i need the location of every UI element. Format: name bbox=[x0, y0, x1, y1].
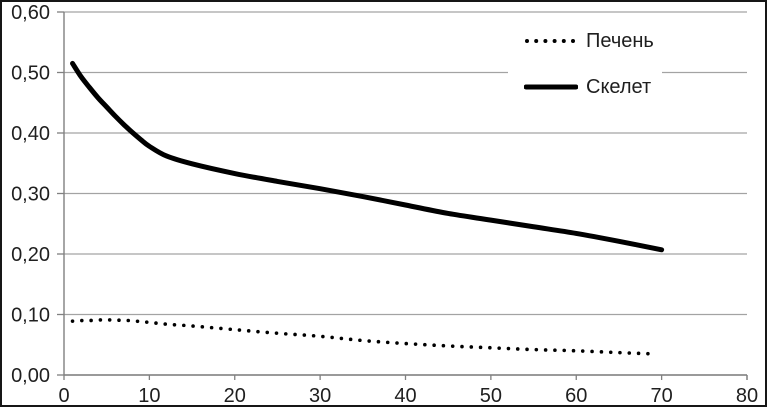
x-tick-label: 50 bbox=[480, 385, 502, 407]
legend-item-liver: Печень bbox=[508, 18, 662, 64]
legend-item-skeleton: Скелет bbox=[508, 64, 662, 110]
x-tick-label: 0 bbox=[58, 385, 69, 407]
y-tick-label: 0,10 bbox=[11, 305, 50, 327]
x-tick-label: 20 bbox=[224, 385, 246, 407]
series-line-solid bbox=[70, 60, 665, 253]
x-tick-label: 30 bbox=[309, 385, 331, 407]
x-tick-label: 80 bbox=[736, 385, 758, 407]
y-tick-label: 0,60 bbox=[11, 2, 50, 24]
legend-label-skeleton: Скелет bbox=[586, 75, 652, 98]
y-tick-label: 0,40 bbox=[11, 123, 50, 145]
legend-label-liver: Печень bbox=[586, 29, 654, 52]
y-tick-label: 0,50 bbox=[11, 63, 50, 85]
legend: Печень Скелет bbox=[508, 18, 662, 110]
x-tick-label: 70 bbox=[651, 385, 673, 407]
y-tick-label: 0,30 bbox=[11, 184, 50, 206]
x-tick-label: 40 bbox=[394, 385, 416, 407]
x-tick-label: 60 bbox=[565, 385, 587, 407]
x-tick-label: 10 bbox=[138, 385, 160, 407]
solid-line-marker-icon bbox=[524, 84, 578, 90]
dotted-line-marker-icon bbox=[525, 39, 577, 43]
series-line-dotted bbox=[70, 318, 655, 356]
y-tick-label: 0,20 bbox=[11, 244, 50, 266]
y-tick-label: 0,00 bbox=[11, 365, 50, 387]
